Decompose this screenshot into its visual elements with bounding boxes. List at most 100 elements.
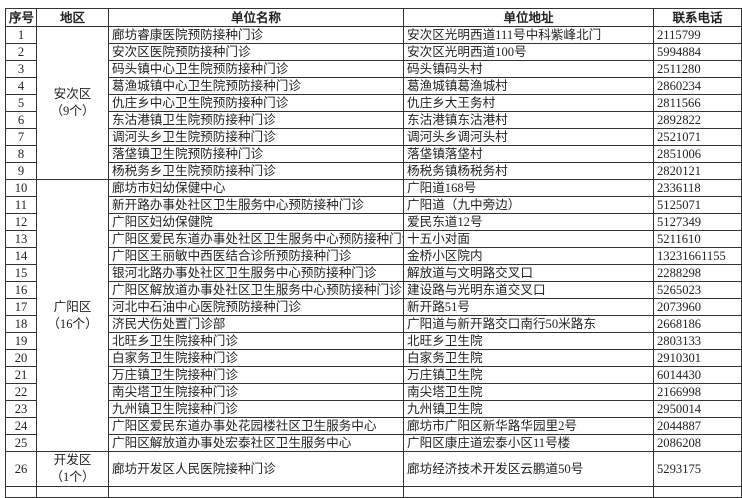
phone: 2521071 [653, 128, 742, 146]
table-row: 5 仇庄乡中心卫生院预防接种门诊 仇庄乡大王务村 2811566 [5, 94, 742, 112]
unit-name: 东沽港镇卫生院预防接种门诊 [108, 111, 404, 129]
unit-name: 广阳区解放道办事处社区卫生服务中心预防接种门诊 [108, 281, 404, 299]
unit-address: 廊坊经济技术开发区云鹏道50号 [403, 451, 654, 487]
phone: 2086208 [653, 434, 742, 452]
phone: 2668186 [653, 315, 742, 333]
unit-address: 广阳道168号 [403, 179, 654, 197]
unit-address: 调河头乡调河头村 [403, 128, 654, 146]
unit-name: 北旺乡卫生院接种门诊 [108, 332, 404, 350]
unit-address: 广阳区康庄道宏泰小区11号楼 [403, 434, 654, 452]
phone: 2115799 [653, 26, 742, 44]
phone: 6014430 [653, 366, 742, 384]
table-row: 19 北旺乡卫生院接种门诊 北旺乡卫生院 2803133 [5, 332, 742, 350]
empty-cell [403, 486, 654, 498]
unit-address: 金桥小区院内 [403, 247, 654, 265]
phone: 2073960 [653, 298, 742, 316]
region-name: 广阳区 [53, 299, 92, 314]
phone: 2803133 [653, 332, 742, 350]
unit-address: 万庄镇卫生院 [403, 366, 654, 384]
unit-address: 码头镇码头村 [403, 60, 654, 78]
table-row: 1 安次区 （9个） 廊坊睿康医院预防接种门诊 安次区光明西道111号中科紫峰北门 211… [5, 26, 742, 180]
table-row: 9 杨税务乡卫生院预防接种门诊 杨税务镇杨税务村 2820121 [5, 162, 742, 180]
unit-name: 南尖塔卫生院接种门诊 [108, 383, 404, 401]
row-number: 25 [5, 434, 37, 452]
region-name: 开发区 [53, 453, 92, 467]
phone: 2851006 [653, 145, 742, 163]
table-row: 11 新开路办事处社区卫生服务中心预防接种门诊 广阳道（九中旁边） 5125071 [5, 196, 742, 214]
table-row: 22 南尖塔卫生院接种门诊 南尖塔卫生院 2166998 [5, 383, 742, 401]
unit-address: 安次区光明西道111号中科紫峰北门 [403, 26, 654, 44]
header-unit-name: 单位名称 [108, 8, 404, 27]
table-row: 15 银河北路办事处社区卫生服务中心预防接种门诊 解放道与文明路交叉口 2288298 [5, 264, 742, 282]
region-name: 安次区 [53, 87, 92, 101]
phone: 13231661155 [653, 247, 742, 265]
row-number: 13 [5, 230, 37, 248]
unit-name: 河北中石油中心医院预防接种门诊 [108, 298, 404, 316]
row-number: 3 [5, 60, 37, 78]
region-cell: 开发区 （1个） [36, 451, 109, 487]
phone: 2860234 [653, 77, 742, 95]
table-row: 20 白家务卫生院接种门诊 白家务卫生院 2910301 [5, 349, 742, 367]
row-number: 7 [5, 128, 37, 146]
row-number: 9 [5, 162, 37, 180]
unit-name: 银河北路办事处社区卫生服务中心预防接种门诊 [108, 264, 404, 282]
row-number: 19 [5, 332, 37, 350]
region-count: （16个） [47, 316, 98, 331]
empty-cell [653, 486, 742, 498]
table-row: 26 开发区 （1个） 廊坊开发区人民医院接种门诊 廊坊经济技术开发区云鹏道50号 529… [5, 451, 742, 487]
table-row-cut-off [5, 486, 742, 498]
table-row: 7 调河头乡卫生院预防接种门诊 调河头乡调河头村 2521071 [5, 128, 742, 146]
table-row: 10 广阳区 （16个） 廊坊市妇幼保健中心 广阳道168号 2336118 [5, 179, 742, 452]
unit-address: 九州镇卫生院 [403, 400, 654, 418]
table-row: 25 广阳区解放道办事处宏泰社区卫生服务中心 广阳区康庄道宏泰小区11号楼 20862… [5, 434, 742, 452]
row-number: 22 [5, 383, 37, 401]
unit-name: 万庄镇卫生院接种门诊 [108, 366, 404, 384]
row-number: 20 [5, 349, 37, 367]
row-number: 6 [5, 111, 37, 129]
unit-address: 葛渔城镇葛渔城村 [403, 77, 654, 95]
phone: 2950014 [653, 400, 742, 418]
row-number: 26 [5, 451, 37, 487]
header-phone: 联系电话 [653, 8, 742, 27]
unit-name: 广阳区王丽敏中西医结合诊所预防接种门诊 [108, 247, 404, 265]
row-number: 15 [5, 264, 37, 282]
unit-name: 杨税务乡卫生院预防接种门诊 [108, 162, 404, 180]
unit-address: 落垡镇落垡村 [403, 145, 654, 163]
phone: 5127349 [653, 213, 742, 231]
row-number: 14 [5, 247, 37, 265]
unit-address: 解放道与文明路交叉口 [403, 264, 654, 282]
row-number: 21 [5, 366, 37, 384]
unit-address: 北旺乡卫生院 [403, 332, 654, 350]
header-row: 序号 地区 单位名称 单位地址 联系电话 [5, 8, 742, 27]
unit-address: 广阳道与新开路交口南行50米路东 [403, 315, 654, 333]
unit-address: 杨税务镇杨税务村 [403, 162, 654, 180]
phone: 2166998 [653, 383, 742, 401]
unit-address: 白家务卫生院 [403, 349, 654, 367]
unit-name: 广阳区爱民东道办事处花园楼社区卫生服务中心 [108, 417, 404, 435]
phone: 5125071 [653, 196, 742, 214]
unit-name: 新开路办事处社区卫生服务中心预防接种门诊 [108, 196, 404, 214]
phone: 2336118 [653, 179, 742, 197]
table-row: 23 九州镇卫生院接种门诊 九州镇卫生院 2950014 [5, 400, 742, 418]
unit-address: 安次区光明西道100号 [403, 43, 654, 61]
unit-address: 廊坊市广阳区新华路华园里2号 [403, 417, 654, 435]
row-number: 23 [5, 400, 37, 418]
unit-address: 新开路51号 [403, 298, 654, 316]
table-row: 17 河北中石油中心医院预防接种门诊 新开路51号 2073960 [5, 298, 742, 316]
unit-address: 东沽港镇东沽港村 [403, 111, 654, 129]
table-row: 21 万庄镇卫生院接种门诊 万庄镇卫生院 6014430 [5, 366, 742, 384]
unit-name: 广阳区解放道办事处宏泰社区卫生服务中心 [108, 434, 404, 452]
unit-address: 仇庄乡大王务村 [403, 94, 654, 112]
unit-address: 十五小对面 [403, 230, 654, 248]
phone: 5211610 [653, 230, 742, 248]
empty-cell [108, 486, 404, 498]
unit-name: 安次区医院预防接种门诊 [108, 43, 404, 61]
table-row: 12 广阳区妇幼保健院 爱民东道12号 5127349 [5, 213, 742, 231]
table-row: 14 广阳区王丽敏中西医结合诊所预防接种门诊 金桥小区院内 13231661155 [5, 247, 742, 265]
empty-cell [5, 486, 37, 498]
row-number: 10 [5, 179, 37, 197]
row-number: 18 [5, 315, 37, 333]
vaccination-clinic-table: 序号 地区 单位名称 单位地址 联系电话 1 安次区 （9个） 廊坊睿康医院预防接种门… [5, 8, 742, 498]
unit-name: 落垡镇卫生院预防接种门诊 [108, 145, 404, 163]
unit-address: 爱民东道12号 [403, 213, 654, 231]
